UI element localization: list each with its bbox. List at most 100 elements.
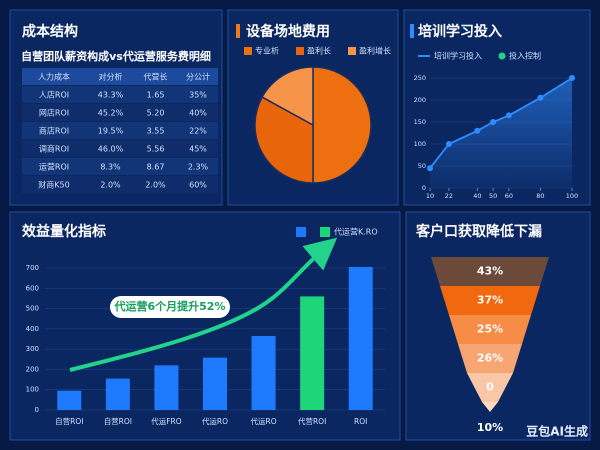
funnel-segment xyxy=(440,286,540,315)
funnel-label: 26% xyxy=(477,352,503,365)
table-cell: 网店ROI xyxy=(39,108,69,118)
table-header-cell: 代营长 xyxy=(144,72,168,82)
trend-arrow xyxy=(69,237,338,372)
funnel-segment xyxy=(431,257,549,286)
y-tick-label: 700 xyxy=(26,264,39,272)
table-cell: 运营ROI xyxy=(39,162,69,172)
table-subtitle: 自营团队薪资构成vs代运营服务费明细 xyxy=(21,49,211,63)
legend-swatch xyxy=(296,227,306,237)
table-cell: 2.0% xyxy=(100,181,121,190)
line-point xyxy=(490,119,497,125)
annotation-pill xyxy=(110,296,230,318)
table-cell: 3.55 xyxy=(147,127,165,136)
x-tick-label: 50 xyxy=(489,192,497,200)
table-row xyxy=(22,140,218,157)
line-point xyxy=(569,75,575,81)
x-tick-label: 自营ROI xyxy=(104,416,132,426)
table-header-cell: 分公计 xyxy=(186,72,210,82)
funnel-label: 43% xyxy=(477,265,503,278)
table-cell: 8.67 xyxy=(147,163,165,172)
funnel-segment xyxy=(458,344,522,373)
x-tick-label: 22 xyxy=(445,192,453,200)
table-row xyxy=(22,104,218,121)
line-point xyxy=(537,94,544,101)
table-row xyxy=(22,68,218,85)
y-tick-label: 200 xyxy=(414,96,426,104)
funnel-tip xyxy=(482,402,498,412)
title-accent xyxy=(236,24,240,38)
pie-slice xyxy=(312,66,372,184)
table-cell: 22% xyxy=(189,127,207,136)
legend-label: 盈利长 xyxy=(307,46,331,56)
table-cell: 人店ROI xyxy=(39,90,69,100)
legend-swatch xyxy=(348,47,356,55)
legend-swatch xyxy=(296,47,304,55)
pie-slice xyxy=(261,66,314,127)
x-tick-label: 代运RO xyxy=(251,416,277,426)
legend-label: 培训学习投入 xyxy=(434,51,482,61)
bar xyxy=(348,266,373,410)
panel-title: 培训学习投入 xyxy=(418,23,502,40)
legend-label: 盈利增长 xyxy=(359,46,391,56)
funnel-segment xyxy=(449,315,531,344)
table-cell: 35% xyxy=(189,91,207,100)
y-tick-label: 600 xyxy=(26,284,39,292)
table-header-cell: 对分析 xyxy=(99,72,123,82)
y-tick-label: 0 xyxy=(422,184,426,192)
panel-title: 客户口获取降低下漏 xyxy=(415,223,542,240)
table-cell: 2.3% xyxy=(188,163,209,172)
table-cell: 45% xyxy=(189,145,207,154)
x-tick-label: 80 xyxy=(536,192,544,200)
line-point xyxy=(427,165,433,172)
y-tick-label: 500 xyxy=(26,305,39,313)
table-row xyxy=(22,86,218,103)
legend-label: 投入控制 xyxy=(509,51,541,61)
table-cell: 19.5% xyxy=(98,127,124,136)
table-cell: 调商ROI xyxy=(39,144,69,154)
line-point xyxy=(445,141,452,147)
table-cell: 45.2% xyxy=(98,109,124,118)
x-tick-label: 自营ROI xyxy=(55,416,83,426)
y-tick-label: 0 xyxy=(35,406,39,414)
table-cell: 43.3% xyxy=(98,91,124,100)
funnel-label: 25% xyxy=(477,323,503,336)
table-cell: 5.56 xyxy=(147,145,165,154)
bar xyxy=(57,390,82,410)
panel-title: 成本结构 xyxy=(22,23,78,40)
title-accent xyxy=(410,24,414,38)
table-cell: 60% xyxy=(189,181,207,190)
table-cell: 46.0% xyxy=(98,145,124,154)
table-cell: 5.20 xyxy=(147,109,165,118)
table-cell: 8.3% xyxy=(100,163,121,172)
y-tick-label: 400 xyxy=(26,325,39,333)
bar xyxy=(105,378,130,410)
table-row xyxy=(22,176,218,193)
y-tick-label: 50 xyxy=(418,162,426,170)
table-cell: 财商K50 xyxy=(38,180,69,190)
table-cell: 40% xyxy=(189,109,207,118)
bar xyxy=(300,296,325,410)
y-tick-label: 100 xyxy=(26,386,39,394)
x-tick-label: 60 xyxy=(505,192,513,200)
y-tick-label: 300 xyxy=(26,345,39,353)
funnel-label: 10% xyxy=(477,421,503,434)
panel-title: 效益量化指标 xyxy=(22,223,106,240)
funnel-label: 37% xyxy=(477,294,503,307)
x-tick-label: ROI xyxy=(354,417,367,426)
y-tick-label: 150 xyxy=(414,118,426,126)
annotation: 代运营6个月提升52% xyxy=(114,299,226,313)
legend-swatch xyxy=(244,47,252,55)
legend-label: 专业析 xyxy=(255,46,279,56)
panel-title: 设备场地费用 xyxy=(246,23,330,40)
bar xyxy=(251,335,276,410)
y-tick-label: 250 xyxy=(414,74,426,82)
bar xyxy=(203,357,227,410)
funnel-segment xyxy=(467,373,513,402)
y-tick-label: 100 xyxy=(414,140,426,148)
x-tick-label: 代运RO xyxy=(202,416,228,426)
watermark: 豆包AI生成 xyxy=(526,424,588,439)
x-tick-label: 40 xyxy=(473,192,481,200)
x-tick-label: 100 xyxy=(566,192,578,200)
line-area xyxy=(430,78,572,188)
line-point xyxy=(505,112,512,119)
